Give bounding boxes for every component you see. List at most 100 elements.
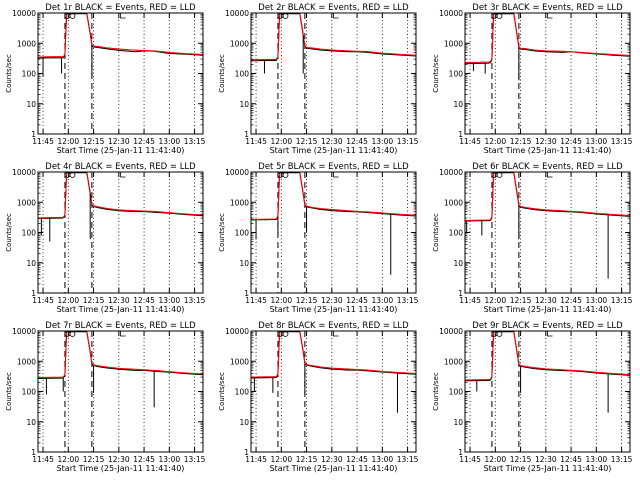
panel-2: Det 2r BLACK = Events, RED = LLD 1 10 100 10… [218,3,419,155]
x-tick-label: 12:00 [484,137,506,146]
x-tick-label: 12:30 [108,137,130,146]
flag-marker [120,172,126,178]
x-tick-label: 12:30 [321,296,343,305]
x-axis-label: Start Time (25-Jan-11 11:41:40) [57,464,185,473]
y-tick-label: 10000 [439,168,463,177]
lld-line [250,330,417,378]
panel-title: Det 8r BLACK = Events, RED = LLD [258,321,409,331]
plot-frame [250,12,417,135]
flag-marker [547,172,553,178]
x-tick-label: 13:00 [159,296,181,305]
lld-line [464,330,631,381]
y-tick-label: 1000 [17,357,36,366]
x-tick-label: 12:00 [57,296,79,305]
plot-frame [37,12,204,135]
y-tick-label: 10 [26,259,36,268]
x-tick-label: 13:15 [184,296,206,305]
x-tick-label: 12:45 [346,455,368,464]
x-tick-label: 12:00 [57,137,79,146]
x-axis-label: Start Time (25-Jan-11 11:41:40) [57,146,185,155]
flag-marker [496,172,503,178]
x-tick-label: 13:00 [586,296,608,305]
x-tick-label: 12:30 [535,137,557,146]
flag-marker [277,331,284,337]
y-tick-label: 100 [235,388,250,397]
y-tick-label: 1 [458,448,463,457]
y-tick-label: 100 [449,229,464,238]
plot-frame [37,330,204,453]
y-axis-label: Counts/sec [432,54,440,93]
x-tick-label: 12:45 [346,137,368,146]
x-tick-label: 11:45 [32,137,54,146]
x-tick-label: 12:45 [133,137,155,146]
panel-title: Det 4r BLACK = Events, RED = LLD [45,162,196,172]
x-tick-label: 12:30 [535,455,557,464]
x-tick-label: 12:00 [270,455,292,464]
y-tick-label: 1 [458,130,463,139]
x-axis-label: Start Time (25-Jan-11 11:41:40) [270,464,398,473]
y-tick-label: 100 [449,70,464,79]
y-tick-label: 10000 [225,327,249,336]
y-tick-label: 100 [449,388,464,397]
events-line [37,13,204,59]
x-axis-label: Start Time (25-Jan-11 11:41:40) [270,146,398,155]
y-tick-label: 10 [453,259,463,268]
flag-marker [547,13,553,19]
x-tick-label: 12:45 [560,137,582,146]
y-axis-label: Counts/sec [5,213,13,252]
y-axis-label: Counts/sec [5,54,13,93]
y-tick-label: 1000 [444,198,463,207]
x-tick-label: 12:00 [270,296,292,305]
x-tick-label: 12:45 [560,296,582,305]
panel-title: Det 5r BLACK = Events, RED = LLD [258,162,409,172]
y-tick-label: 10000 [12,327,36,336]
events-line [250,172,417,221]
panel-4: Det 4r BLACK = Events, RED = LLD 1 10 100 10… [5,162,206,314]
x-tick-label: 12:00 [57,455,79,464]
y-tick-label: 10000 [225,9,249,18]
x-tick-label: 12:00 [484,455,506,464]
x-tick-label: 12:15 [296,455,318,464]
panel-title: Det 3r BLACK = Events, RED = LLD [472,3,623,13]
x-tick-label: 11:45 [459,455,481,464]
flag-marker [69,331,76,337]
events-line [37,331,204,379]
events-line [464,331,631,382]
y-tick-label: 10 [239,100,249,109]
y-tick-label: 1 [31,448,36,457]
panel-title: Det 1r BLACK = Events, RED = LLD [45,3,196,13]
y-tick-label: 10 [239,259,249,268]
y-tick-label: 10000 [12,9,36,18]
y-tick-label: 1000 [230,198,249,207]
x-tick-label: 13:00 [159,137,181,146]
y-tick-label: 1000 [444,357,463,366]
lld-line [37,330,204,379]
flag-marker [491,13,498,19]
x-tick-label: 11:45 [32,455,54,464]
flag-marker [547,331,553,337]
x-tick-label: 13:00 [372,137,394,146]
panel-title: Det 2r BLACK = Events, RED = LLD [258,3,409,13]
x-axis-label: Start Time (25-Jan-11 11:41:40) [484,305,612,314]
panel-1: Det 1r BLACK = Events, RED = LLD 1 10 100 10… [5,3,206,155]
plot-frame [464,171,631,294]
x-axis-label: Start Time (25-Jan-11 11:41:40) [484,464,612,473]
x-tick-label: 13:15 [611,137,633,146]
events-line [464,13,631,65]
x-tick-label: 13:15 [184,455,206,464]
panel-title: Det 9r BLACK = Events, RED = LLD [472,321,623,331]
lld-line [464,171,631,222]
x-tick-label: 12:30 [108,296,130,305]
flag-marker [120,331,126,337]
flag-marker [64,172,71,178]
y-tick-label: 10000 [225,168,249,177]
y-tick-label: 1 [244,448,249,457]
y-tick-label: 1 [244,289,249,298]
x-tick-label: 12:30 [108,455,130,464]
x-tick-label: 12:00 [270,137,292,146]
x-tick-label: 11:45 [459,137,481,146]
y-axis-label: Counts/sec [432,372,440,411]
x-tick-label: 11:45 [245,137,267,146]
y-tick-label: 1000 [444,39,463,48]
lld-line [250,171,417,221]
